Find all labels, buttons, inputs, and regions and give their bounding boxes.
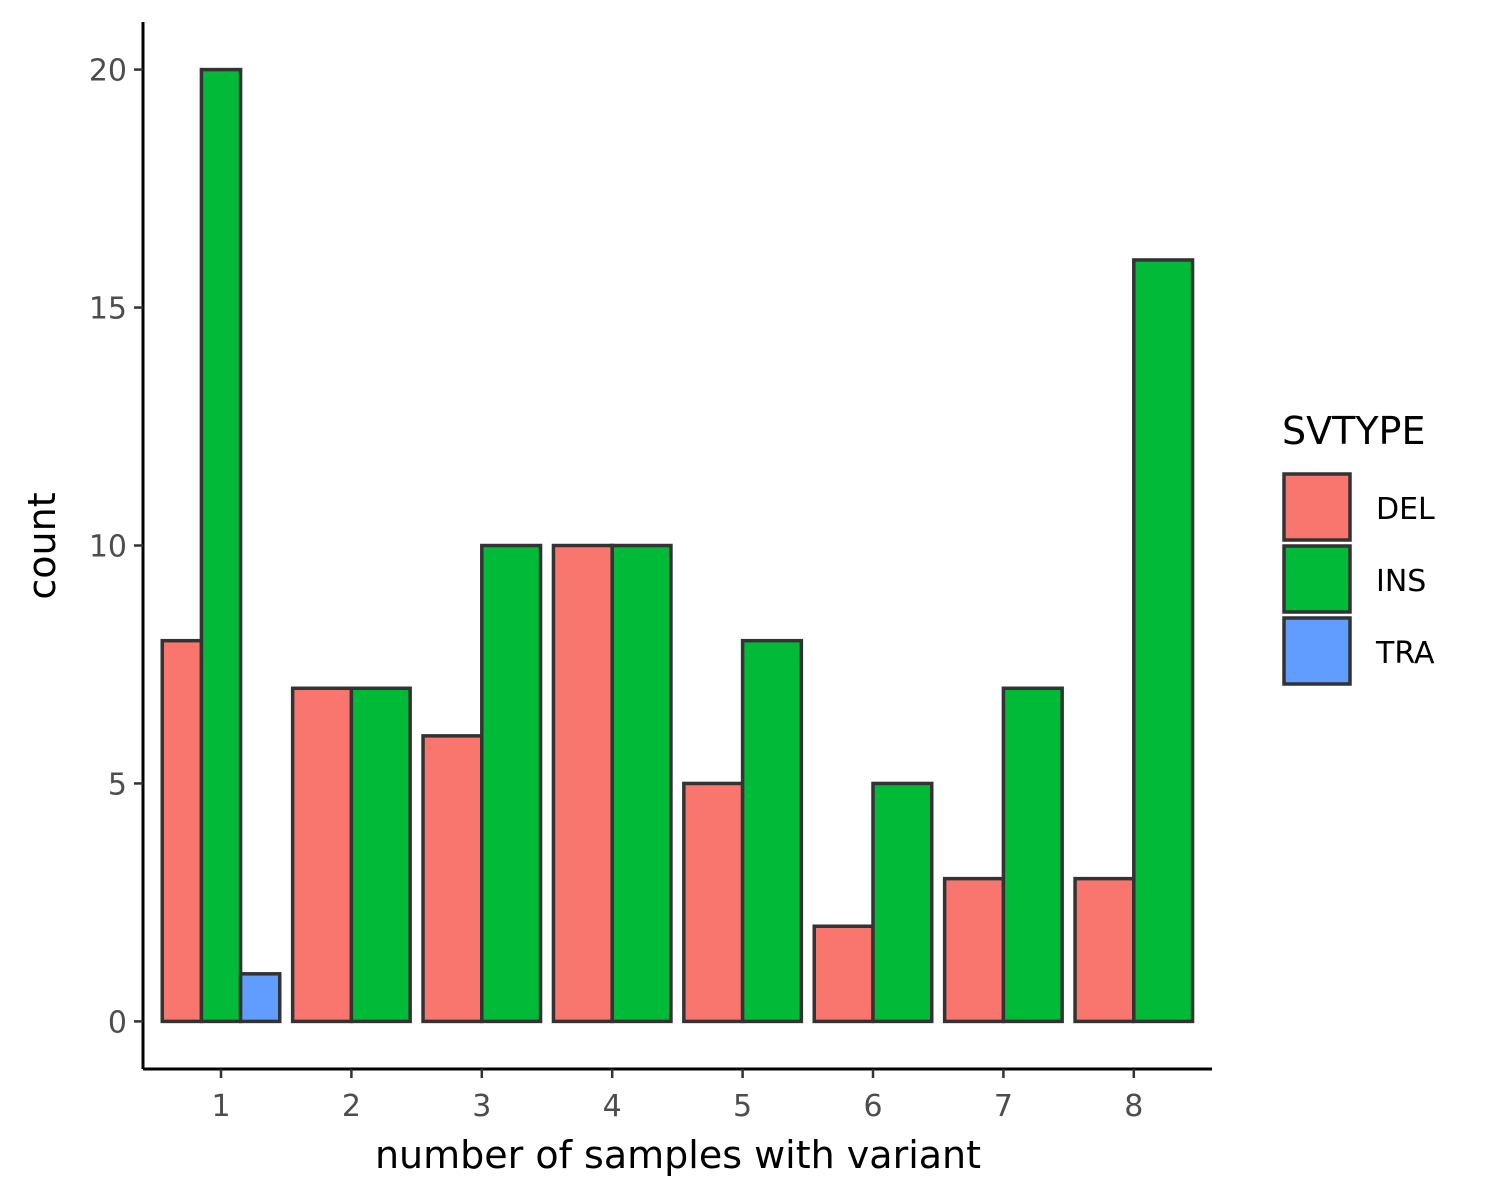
legend-key-ins — [1282, 544, 1352, 614]
y-tick-label-5: 5 — [108, 767, 127, 802]
bar-ins-2 — [349, 686, 412, 1024]
bar-ins-7 — [1001, 686, 1064, 1024]
bar-del-6 — [812, 924, 875, 1024]
bar-del-4 — [551, 543, 614, 1024]
x-axis-title: number of samples with variant — [375, 1133, 981, 1177]
x-tick-label-8: 8 — [1124, 1089, 1143, 1124]
x-tick-label-4: 4 — [603, 1089, 622, 1124]
bar-del-3 — [421, 734, 484, 1024]
bar-ins-3 — [480, 543, 543, 1024]
bar-del-8 — [1073, 876, 1136, 1024]
legend: SVTYPE DEL INS TRA — [1282, 409, 1435, 686]
bar-del-5 — [682, 781, 745, 1024]
legend-label-del: DEL — [1376, 492, 1435, 527]
bar-del-1 — [160, 638, 204, 1024]
legend-label-ins: INS — [1376, 564, 1426, 599]
x-tick-label-3: 3 — [472, 1089, 491, 1124]
y-tick-label-10: 10 — [89, 530, 127, 565]
x-tick-label-2: 2 — [342, 1089, 361, 1124]
legend-key-del — [1282, 472, 1352, 542]
y-tick-label-15: 15 — [89, 292, 127, 327]
bar-ins-6 — [871, 781, 934, 1024]
bar-tra-1 — [238, 972, 282, 1024]
y-tick-label-0: 0 — [108, 1005, 127, 1040]
bar-del-7 — [942, 876, 1006, 1024]
legend-key-tra — [1282, 616, 1352, 686]
legend-title: SVTYPE — [1282, 409, 1425, 453]
y-axis-title: count — [20, 492, 64, 599]
y-tick-label-20: 20 — [89, 54, 127, 89]
bar-ins-4 — [610, 543, 673, 1024]
bar-del-2 — [290, 686, 354, 1024]
legend-label-tra: TRA — [1375, 636, 1435, 671]
axes: 0 5 10 15 20 1 2 3 4 5 6 7 8 — [89, 22, 1212, 1124]
x-tick-label-5: 5 — [733, 1089, 752, 1124]
bar-ins-5 — [740, 638, 804, 1024]
x-tick-label-6: 6 — [863, 1089, 882, 1124]
bars — [160, 67, 1195, 1024]
x-tick-label-1: 1 — [211, 1089, 230, 1124]
x-tick-label-7: 7 — [994, 1089, 1013, 1124]
bar-ins-8 — [1132, 258, 1195, 1024]
bar-ins-1 — [199, 67, 243, 1024]
